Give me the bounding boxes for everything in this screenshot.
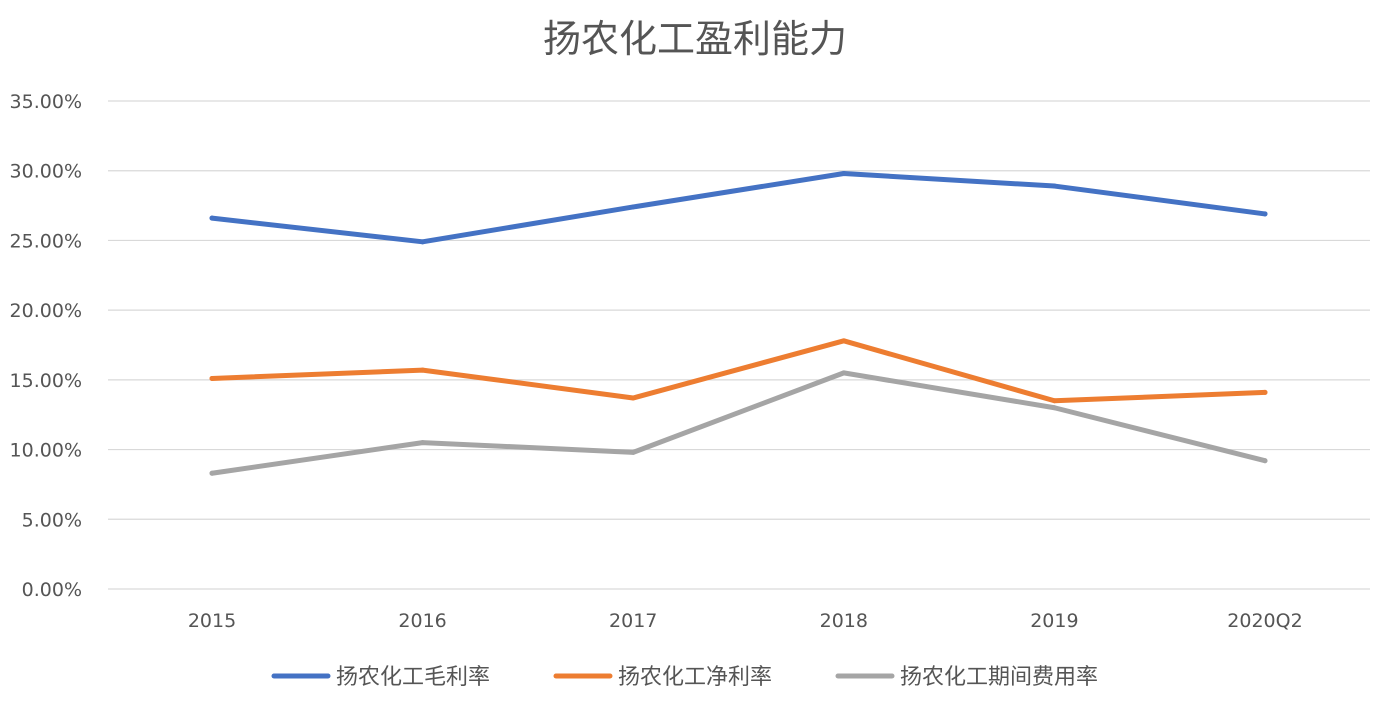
y-tick-label: 20.00% — [10, 300, 82, 322]
legend: 扬农化工毛利率 扬农化工净利率 扬农化工期间费用率 — [271, 665, 1098, 690]
gridlines — [108, 100, 1370, 590]
y-tick-label: 30.00% — [10, 161, 82, 183]
data-point — [630, 449, 636, 455]
series-line-1 — [209, 171, 1268, 245]
data-point — [630, 204, 636, 210]
x-tick-label: 2016 — [398, 610, 446, 632]
series-line-2 — [209, 338, 1268, 404]
x-tick-label: 2020Q2 — [1227, 610, 1302, 632]
data-point — [209, 375, 215, 381]
y-tick-label: 5.00% — [22, 509, 82, 531]
data-point — [209, 470, 215, 476]
y-axis-ticks: 0.00% 5.00% 10.00% 15.00% 20.00% 25.00% 30.00%… — [10, 91, 82, 601]
x-tick-label: 2018 — [820, 610, 868, 632]
data-point — [1262, 389, 1268, 395]
legend-item: 扬农化工毛利率 — [271, 665, 490, 690]
data-point — [1051, 405, 1057, 411]
y-tick-label: 15.00% — [10, 370, 82, 392]
x-tick-label: 2015 — [188, 610, 236, 632]
data-point — [841, 171, 847, 177]
legend-label: 扬农化工毛利率 — [336, 665, 490, 690]
data-point — [1262, 211, 1268, 217]
data-point — [420, 367, 426, 373]
data-point — [1051, 183, 1057, 189]
data-point — [1262, 458, 1268, 464]
y-tick-label: 0.00% — [22, 579, 82, 601]
legend-label: 扬农化工净利率 — [618, 665, 772, 690]
data-point — [841, 370, 847, 376]
data-point — [420, 239, 426, 245]
series-lines — [209, 171, 1268, 476]
series-line-3 — [209, 370, 1268, 476]
data-point — [1051, 398, 1057, 404]
x-axis-ticks: 2015 2016 2017 2018 2019 2020Q2 — [188, 610, 1303, 632]
data-point — [420, 440, 426, 446]
chart-title: 扬农化工盈利能力 — [543, 17, 847, 61]
data-point — [841, 338, 847, 344]
y-tick-label: 25.00% — [10, 230, 82, 252]
x-tick-label: 2017 — [609, 610, 657, 632]
legend-item: 扬农化工期间费用率 — [835, 665, 1098, 690]
data-point — [630, 395, 636, 401]
data-point — [209, 215, 215, 221]
legend-label: 扬农化工期间费用率 — [900, 665, 1098, 690]
y-tick-label: 10.00% — [10, 440, 82, 462]
legend-item: 扬农化工净利率 — [553, 665, 772, 690]
x-tick-label: 2019 — [1030, 610, 1078, 632]
y-tick-label: 35.00% — [10, 91, 82, 113]
